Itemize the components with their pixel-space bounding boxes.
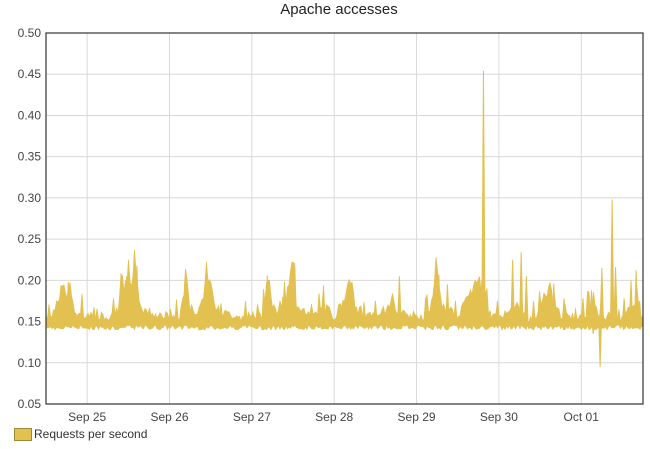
chart-title: Apache accesses	[280, 1, 398, 18]
series-spike	[347, 280, 352, 321]
series-spike	[628, 280, 634, 321]
series-spike	[561, 298, 567, 321]
y-tick-label: 0.30	[18, 191, 42, 205]
x-tick-label: Oct 01	[564, 410, 600, 424]
series-spike	[206, 282, 212, 321]
series-spike	[580, 298, 586, 321]
x-tick-label: Sep 25	[68, 410, 106, 424]
x-tick-label: Sep 27	[233, 410, 271, 424]
y-tick-label: 0.20	[18, 273, 42, 287]
series-spike	[124, 276, 129, 321]
series-spike	[431, 288, 436, 321]
y-tick-label: 0.15	[18, 315, 42, 329]
series-spike	[524, 276, 529, 321]
y-tick-label: 0.25	[18, 232, 42, 246]
series-spike	[621, 298, 627, 321]
x-tick-label: Sep 29	[398, 410, 436, 424]
series-spike	[589, 290, 594, 321]
series-spike	[218, 303, 224, 321]
series-spike	[280, 296, 285, 321]
series-spike	[465, 296, 471, 321]
series-spike	[445, 284, 450, 321]
x-tick-label: Sep 30	[480, 410, 518, 424]
series-spike	[134, 265, 140, 321]
y-tick-label: 0.50	[18, 26, 42, 40]
series-spike	[54, 309, 59, 321]
series-spike	[510, 259, 515, 321]
legend-swatch	[14, 427, 32, 441]
series-spike	[551, 283, 556, 321]
x-tick-label: Sep 28	[315, 410, 353, 424]
series-spike	[100, 313, 105, 321]
y-tick-label: 0.10	[18, 356, 42, 370]
y-tick-label: 0.45	[18, 67, 42, 81]
series-dip	[598, 322, 602, 367]
series-spike	[436, 274, 441, 321]
series-spike	[519, 252, 524, 321]
series-spike	[182, 279, 188, 321]
plot-frame	[45, 32, 644, 405]
legend: Requests per second	[14, 427, 147, 441]
legend-label-requests-per-second: Requests per second	[34, 427, 148, 441]
series-spike	[373, 300, 378, 321]
series-spike	[613, 267, 618, 321]
x-tick-label: Sep 26	[150, 410, 188, 424]
y-tick-label: 0.40	[18, 108, 42, 122]
series-spike	[599, 267, 604, 321]
series-spike	[634, 270, 639, 321]
series-dip	[201, 322, 206, 330]
series-dip	[591, 322, 596, 334]
series-spike	[292, 263, 297, 321]
y-tick-label: 0.35	[18, 150, 42, 164]
y-tick-label: 0.05	[18, 397, 42, 411]
series-spike	[265, 275, 270, 321]
series-spike	[397, 276, 402, 321]
series-spike	[481, 70, 486, 321]
series-spike	[610, 199, 615, 321]
series-spike	[66, 281, 71, 321]
series-spike	[637, 300, 642, 321]
